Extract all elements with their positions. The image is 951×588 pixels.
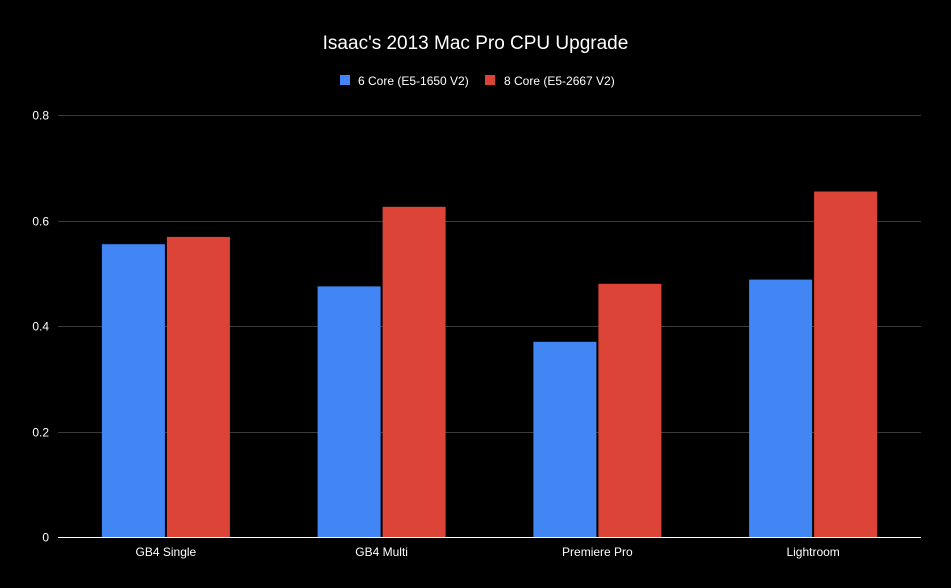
legend-swatch-6-core <box>340 75 350 85</box>
bar-6-core[interactable] <box>317 286 381 537</box>
y-tick-label: 0.6 <box>32 215 49 229</box>
chart-title: Isaac's 2013 Mac Pro CPU Upgrade <box>323 33 629 54</box>
y-tick-label: 0.2 <box>32 426 49 440</box>
bars <box>101 191 878 538</box>
bar-6-core[interactable] <box>749 279 813 537</box>
bar-8-core[interactable] <box>166 236 230 537</box>
y-axis-ticks: 0 0.2 0.4 0.6 0.8 <box>32 109 49 545</box>
x-tick-label: Premiere Pro <box>562 545 633 559</box>
x-tick-label: Lightroom <box>786 545 839 559</box>
bar-6-core[interactable] <box>533 341 597 537</box>
y-tick-label: 0.8 <box>32 109 49 123</box>
x-axis-ticks: GB4 Single GB4 Multi Premiere Pro Lightroom <box>136 545 840 559</box>
bar-6-core[interactable] <box>101 244 165 537</box>
legend-label-6-core[interactable]: 6 Core (E5-1650 V2) <box>358 74 469 88</box>
x-tick-label: GB4 Multi <box>355 545 408 559</box>
legend: 6 Core (E5-1650 V2) 8 Core (E5-2667 V2) <box>340 74 615 88</box>
legend-label-8-core[interactable]: 8 Core (E5-2667 V2) <box>504 74 615 88</box>
bar-8-core[interactable] <box>598 283 662 537</box>
y-tick-label: 0.4 <box>32 320 49 334</box>
legend-swatch-8-core <box>485 75 495 85</box>
bar-8-core[interactable] <box>814 191 878 538</box>
x-tick-label: GB4 Single <box>136 545 197 559</box>
y-tick-label: 0 <box>42 531 49 545</box>
bar-8-core[interactable] <box>382 206 446 538</box>
